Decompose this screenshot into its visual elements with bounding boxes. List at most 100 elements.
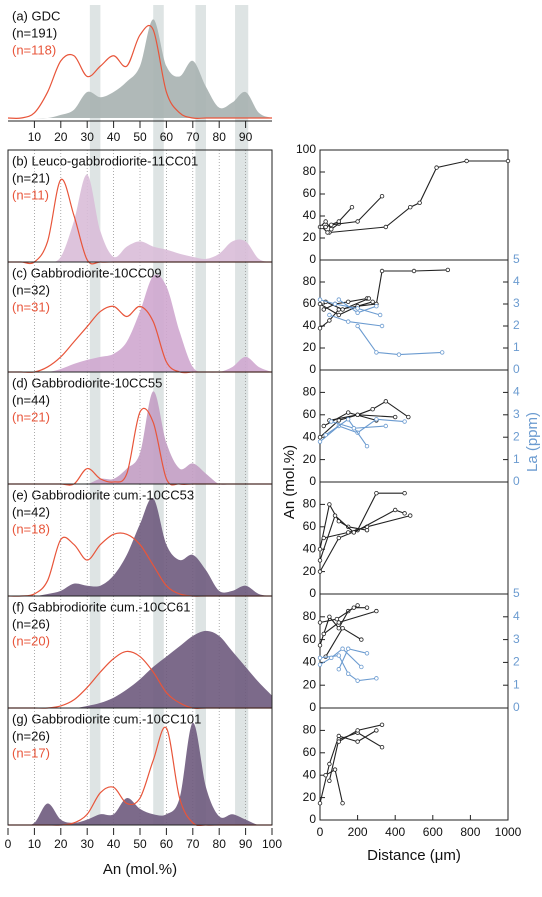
profile-point	[327, 318, 332, 323]
y2-tick-label: 5	[513, 252, 520, 266]
profile-point	[346, 671, 351, 676]
density-area	[8, 19, 272, 119]
legend-entry: (n=44)	[12, 392, 50, 407]
profile-point	[364, 605, 370, 610]
panel-frame	[7, 707, 273, 826]
y-tick-label: 60	[303, 296, 317, 310]
profile-point	[327, 614, 332, 619]
profile-point	[329, 226, 334, 232]
x-tick-label: 80	[213, 837, 227, 851]
y-tick-label: 0	[309, 252, 316, 266]
profile-point	[340, 307, 345, 312]
x-tick-label: 0	[5, 837, 12, 851]
profile-point	[319, 224, 325, 230]
profile-point	[317, 301, 323, 307]
profile-line	[319, 299, 381, 316]
y2-tick-label: 1	[513, 677, 520, 691]
profile-point	[445, 267, 451, 273]
y2-tick-label: 1	[513, 340, 520, 354]
y-axis-label: An (mol.%)	[281, 445, 298, 519]
profile-point	[323, 219, 328, 224]
profile-point	[317, 435, 323, 440]
y-tick-label: 40	[303, 655, 317, 669]
density-area	[8, 274, 272, 373]
y-tick-label: 100	[296, 142, 316, 156]
profile-point	[379, 323, 385, 329]
profile-point	[351, 605, 357, 610]
profile-point	[374, 304, 379, 309]
profile-point	[349, 204, 355, 210]
legend-entry: (n=26)	[12, 616, 50, 631]
legend-entry: (n=42)	[12, 504, 50, 519]
profile-point	[374, 608, 379, 614]
x-tick-label: 30	[81, 837, 95, 851]
y2-tick-label: 4	[513, 385, 520, 399]
profile-point	[417, 200, 422, 205]
y-tick-label: 80	[303, 497, 317, 511]
highlight-band	[235, 5, 249, 825]
legend-entry: (n=20)	[12, 633, 50, 648]
y-tick-label: 60	[303, 519, 317, 533]
y-tick-label: 0	[309, 586, 316, 600]
profile-line	[338, 724, 383, 743]
panel-frame	[319, 707, 509, 821]
highlight-band	[89, 5, 101, 825]
profile-line	[357, 325, 443, 356]
y2-tick-label: 4	[513, 609, 520, 623]
x-tick-label: 0	[317, 825, 324, 839]
legend-entry: (n=118)	[12, 42, 56, 57]
profile-point	[370, 299, 375, 304]
profile-point	[317, 643, 323, 648]
y2-tick-label: 0	[513, 700, 520, 714]
profile-point	[336, 297, 341, 302]
profile-point	[402, 419, 407, 424]
profile-point	[321, 631, 326, 637]
y-tick-label: 40	[303, 318, 317, 332]
profile-point	[327, 778, 332, 783]
profile-point	[402, 511, 407, 516]
density-area	[8, 722, 272, 826]
profile-point	[346, 319, 351, 324]
x-tick-label: 10	[28, 130, 42, 144]
profile-point	[336, 312, 341, 318]
profile-point	[317, 801, 323, 806]
profile-point	[393, 507, 398, 513]
y2-axis-label: La (ppm)	[524, 412, 541, 472]
profile-point	[317, 297, 323, 302]
panel-title: (f) Gabbrodiorite cum.-10CC61	[12, 599, 190, 614]
profile-line	[325, 627, 362, 657]
profile-point	[355, 603, 360, 608]
profile-point	[377, 312, 383, 318]
profile-point	[464, 158, 469, 164]
profile-line	[329, 314, 383, 327]
legend-entry: (n=11)	[12, 187, 49, 202]
profile-point	[383, 399, 388, 404]
profile-point	[317, 662, 323, 667]
profile-point	[336, 626, 341, 631]
panel-title: (c) Gabbrodiorite-10CC09	[12, 265, 162, 280]
profile-point	[329, 655, 334, 661]
profile-line	[319, 509, 405, 561]
y2-tick-label: 2	[513, 318, 520, 332]
x-tick-label: 70	[186, 130, 200, 144]
profile-point	[329, 222, 334, 227]
profile-point	[317, 558, 323, 563]
legend-entry: (n=17)	[12, 745, 50, 760]
y-tick-label: 80	[303, 723, 317, 737]
profile-point	[332, 301, 338, 307]
profile-point	[374, 417, 379, 422]
profile-point	[346, 646, 351, 651]
y-tick-label: 80	[303, 609, 317, 623]
profile-point	[340, 801, 345, 806]
profile-line	[323, 297, 368, 310]
profile-point	[355, 728, 360, 733]
x-axis-label: An (mol.%)	[103, 861, 177, 878]
x-tick-label: 10	[28, 837, 42, 851]
profile-line	[325, 768, 344, 804]
profile-point	[440, 350, 445, 355]
y-tick-label: 20	[303, 790, 317, 804]
profile-point	[505, 158, 511, 164]
x-tick-label: 90	[239, 130, 253, 144]
profile-point	[323, 773, 328, 778]
